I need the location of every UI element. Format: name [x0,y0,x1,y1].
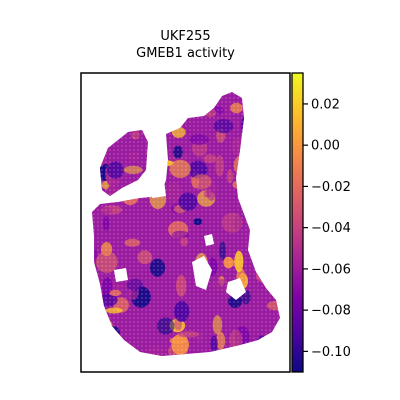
plot-frame [80,72,291,373]
colorbar-gradient [292,73,303,372]
colorbar-tick-label: −0.06 [311,262,351,277]
chart-title-line-1: UKF255 [160,29,210,44]
colorbar-tick-label: −0.08 [311,304,351,319]
colorbar-tick-label: −0.02 [311,180,351,195]
colorbar-tick-label: 0.02 [311,97,340,112]
chart-title-line-2: GMEB1 activity [136,46,235,61]
colorbar-tick-label: −0.10 [311,345,351,360]
colorbar-tick-label: −0.04 [311,221,351,236]
colorbar-tick-label: 0.00 [311,139,340,154]
colorbar-frame [291,72,304,373]
tissue-holes [114,180,246,300]
colorbar: 0.02 0.00 −0.02 −0.04 −0.06 −0.08 −0.10 [291,72,351,373]
